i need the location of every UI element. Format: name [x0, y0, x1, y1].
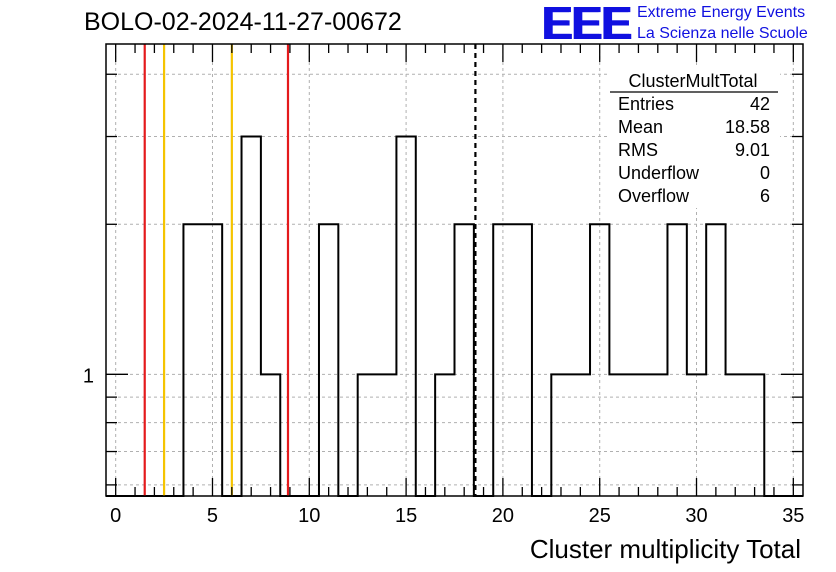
eee-logo: EEE — [541, 0, 631, 49]
x-tick-label: 20 — [492, 505, 514, 527]
plot-frame — [105, 43, 804, 497]
marker-lines — [143, 44, 477, 496]
x-tick-label: 5 — [207, 505, 218, 527]
histogram-outline — [106, 135, 803, 497]
stats-row-value: 0 — [760, 163, 770, 183]
stats-row-label: RMS — [618, 140, 658, 160]
x-axis-title: Cluster multiplicity Total — [530, 534, 801, 564]
x-tick-label: 0 — [110, 505, 121, 527]
stats-row-value: 9.01 — [735, 140, 770, 160]
stats-row-label: Entries — [618, 94, 674, 114]
stats-row-label: Underflow — [618, 163, 700, 183]
x-tick-label: 25 — [589, 505, 611, 527]
y-axis-ticks: 1 — [83, 73, 803, 486]
run-title: BOLO-02-2024-11-27-00672 — [84, 8, 402, 36]
eee-tagline-2: La Scienza nelle Scuole — [637, 25, 808, 42]
stats-box: ClusterMultTotal Entries 42 Mean 18.58 RMS 9.… — [610, 68, 780, 208]
stats-title: ClusterMultTotal — [628, 71, 757, 91]
x-tick-label: 35 — [782, 505, 804, 527]
stats-row-value: 18.58 — [725, 117, 770, 137]
x-tick-label: 10 — [298, 505, 320, 527]
x-tick-label: 15 — [395, 505, 417, 527]
stats-row-label: Mean — [618, 117, 663, 137]
stats-row-value: 42 — [750, 94, 770, 114]
x-axis-ticks: 0 5 10 15 20 25 30 35 — [110, 44, 804, 527]
histogram-series — [106, 135, 803, 497]
stats-row-label: Overflow — [618, 186, 690, 206]
y-tick-label: 1 — [83, 365, 94, 387]
stats-row-value: 6 — [760, 186, 770, 206]
x-tick-label: 30 — [685, 505, 707, 527]
eee-tagline-1: Extreme Energy Events — [637, 4, 806, 21]
